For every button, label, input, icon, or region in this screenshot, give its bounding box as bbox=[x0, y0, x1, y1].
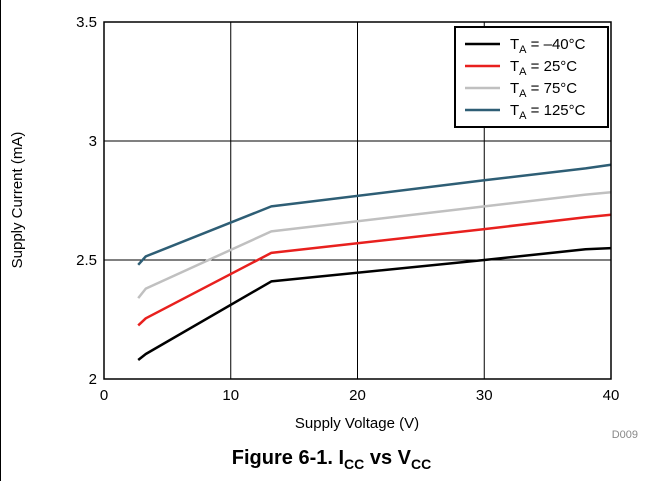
legend-label-main: T bbox=[510, 36, 519, 53]
legend-label-rest: = –40°C bbox=[527, 36, 586, 53]
legend-label-main: T bbox=[510, 58, 519, 75]
caption-middle: vs V bbox=[364, 447, 411, 469]
code-label: D009 bbox=[612, 429, 638, 441]
x-axis-title: Supply Voltage (V) bbox=[295, 415, 419, 432]
series-line-0 bbox=[137, 246, 612, 361]
x-tick-label: 0 bbox=[100, 387, 108, 404]
figure-caption: Figure 6-1. ICC vs VCC bbox=[0, 447, 663, 472]
x-tick-label: 30 bbox=[476, 387, 493, 404]
x-tick-label: 40 bbox=[603, 387, 620, 404]
y-axis-title: Supply Current (mA) bbox=[9, 132, 26, 269]
legend-label: TA = –40°C bbox=[510, 36, 586, 56]
legend-label-rest: = 75°C bbox=[527, 80, 578, 97]
legend: TA = –40°CTA = 25°CTA = 75°CTA = 125°C bbox=[454, 26, 609, 128]
legend-label-rest: = 125°C bbox=[527, 102, 586, 119]
legend-label: TA = 25°C bbox=[510, 58, 577, 78]
chart: 0 10 20 30 40 2 2.5 3 3.5 Supply Voltage (V) Su… bbox=[9, 14, 638, 441]
series-layer bbox=[137, 163, 612, 361]
x-tick-label: 20 bbox=[349, 387, 366, 404]
legend-label-sub: A bbox=[519, 66, 527, 78]
x-ticks: 0 10 20 30 40 bbox=[100, 387, 620, 404]
legend-label-rest: = 25°C bbox=[527, 58, 578, 75]
plot-border bbox=[103, 21, 612, 380]
legend-label-main: T bbox=[510, 102, 519, 119]
y-ticks: 2 2.5 3 3.5 bbox=[76, 14, 97, 388]
caption-sub-1: CC bbox=[344, 456, 365, 472]
legend-label-sub: A bbox=[519, 44, 527, 56]
series-line-1 bbox=[137, 213, 612, 327]
y-tick-label: 2.5 bbox=[76, 252, 97, 269]
y-tick-label: 2 bbox=[89, 371, 97, 388]
y-tick-label: 3.5 bbox=[76, 14, 97, 31]
y-tick-label: 3 bbox=[89, 133, 97, 150]
series-line-2 bbox=[137, 190, 612, 299]
x-tick-label: 10 bbox=[222, 387, 239, 404]
legend-label-sub: A bbox=[519, 88, 527, 100]
caption-prefix: Figure 6-1. I bbox=[231, 447, 345, 469]
legend-label-sub: A bbox=[519, 110, 527, 122]
legend-label: TA = 75°C bbox=[510, 80, 577, 100]
legend-label-main: T bbox=[510, 80, 519, 97]
legend-label: TA = 125°C bbox=[510, 102, 586, 122]
caption-sub-2: CC bbox=[410, 456, 432, 472]
series-line-3 bbox=[137, 163, 612, 266]
